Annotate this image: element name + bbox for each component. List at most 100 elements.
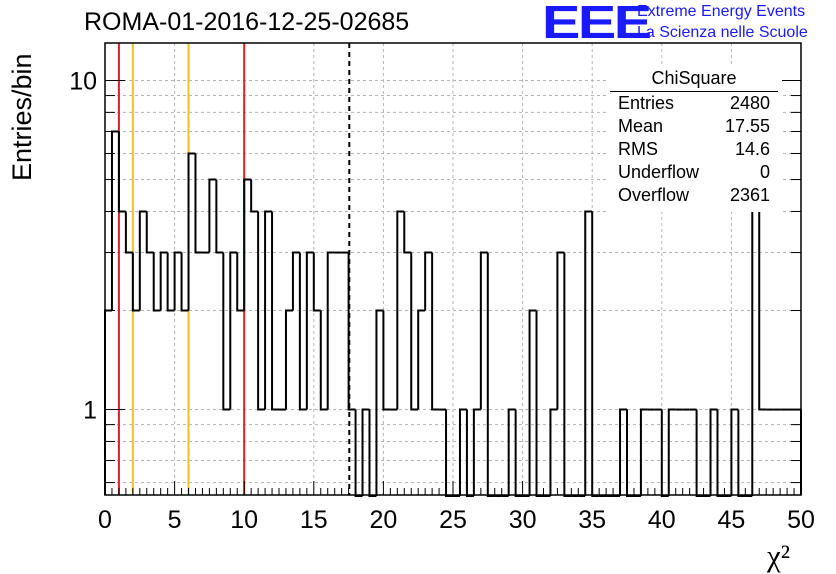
- stats-value: 2361: [729, 185, 770, 205]
- histogram-bin: [465, 409, 474, 497]
- stats-value: 14.6: [734, 139, 770, 159]
- x-tick-label: 45: [717, 506, 745, 534]
- histogram-bin: [215, 179, 224, 254]
- histogram-bin: [417, 309, 426, 410]
- histogram-bin: [208, 178, 217, 253]
- histogram-bin: [152, 252, 161, 312]
- histogram-bin: [368, 409, 377, 497]
- histogram-bin: [639, 408, 648, 496]
- x-tick-label: 25: [439, 506, 467, 534]
- histogram-bin: [131, 252, 140, 312]
- stats-title: ChiSquare: [651, 68, 737, 88]
- histogram-bin: [271, 211, 279, 411]
- stats-label: Entries: [618, 93, 675, 113]
- histogram-bin: [138, 210, 147, 311]
- histogram-bin: [375, 309, 384, 496]
- x-tick-label: 40: [648, 506, 676, 534]
- stats-label: Underflow: [618, 162, 700, 182]
- x-tick-label: 10: [230, 506, 258, 534]
- histogram-bin: [124, 211, 133, 254]
- histogram-bin: [291, 251, 300, 311]
- histogram-bin: [361, 408, 370, 496]
- histogram-bin: [354, 409, 363, 497]
- histogram-bin: [507, 408, 516, 496]
- histogram-bin: [758, 131, 767, 411]
- histogram-bin: [403, 211, 412, 254]
- x-tick-label: 0: [98, 506, 112, 534]
- histogram-bin: [563, 252, 572, 497]
- histogram-bin: [222, 252, 231, 411]
- histogram-bin: [243, 178, 252, 311]
- stats-row-rms: RMS 14.6: [618, 139, 770, 162]
- histogram-bin: [166, 252, 175, 312]
- histogram-bin: [117, 131, 126, 213]
- histogram-bin: [159, 251, 168, 311]
- histogram-bin: [626, 409, 634, 497]
- histogram-bars: [104, 130, 802, 497]
- histogram-bin: [591, 211, 600, 497]
- histogram-bin: [528, 309, 537, 496]
- histogram-bin: [424, 251, 433, 311]
- stats-value: 0: [759, 162, 770, 182]
- histogram-bin: [298, 252, 307, 411]
- histogram-bin: [305, 251, 314, 410]
- stats-row-overflow: Overflow 2361: [618, 185, 770, 208]
- histogram-bin: [187, 152, 196, 311]
- histogram-bin: [229, 251, 238, 410]
- stats-value: 17.55: [724, 116, 770, 136]
- x-tick-label: 35: [578, 506, 606, 534]
- histogram-bin: [486, 252, 495, 497]
- y-tick-label: 1: [83, 397, 97, 425]
- stats-label: Overflow: [618, 185, 690, 205]
- histogram-bin: [264, 210, 273, 410]
- histogram-bin: [716, 409, 725, 497]
- stats-row-underflow: Underflow 0: [618, 162, 770, 185]
- x-tick-label: 30: [509, 506, 537, 534]
- y-tick-label: 10: [69, 67, 97, 95]
- histogram-bin: [284, 309, 293, 410]
- chart-title: ROMA-01-2016-12-25-02685: [84, 8, 410, 36]
- histogram-bin: [396, 210, 405, 410]
- histogram-bin: [312, 252, 321, 312]
- stats-label: RMS: [618, 139, 658, 159]
- stats-row-entries: Entries 2480: [618, 93, 770, 116]
- stats-title-rule: [610, 91, 778, 92]
- histogram-bin: [535, 310, 544, 497]
- histogram-bin: [549, 408, 558, 496]
- histogram-bin: [479, 251, 488, 410]
- histogram-bin: [110, 130, 119, 311]
- histogram-bin: [382, 310, 391, 411]
- histogram-bin: [514, 409, 523, 497]
- stats-label: Mean: [618, 116, 664, 136]
- x-tick-label: 15: [300, 506, 328, 534]
- histogram-bin: [180, 252, 189, 312]
- histogram-bin: [695, 409, 704, 497]
- brand-line-1: Extreme Energy Events: [637, 3, 806, 20]
- stats-row-mean: Mean 17.55: [618, 116, 770, 139]
- stats-box: ChiSquare Entries 2480 Mean 17.55 RMS 14…: [606, 64, 782, 212]
- histogram-bin: [737, 409, 746, 497]
- x-axis-label: χ²: [767, 538, 791, 573]
- histogram-bin: [730, 408, 739, 496]
- histogram-bin: [660, 409, 669, 497]
- x-tick-label: 20: [369, 506, 397, 534]
- histogram-bin: [319, 310, 328, 411]
- histogram-bin: [619, 408, 627, 496]
- x-tick-label: 5: [168, 506, 182, 534]
- histogram-bin: [410, 252, 419, 411]
- histogram-bin: [472, 408, 481, 496]
- histogram-bin: [431, 252, 440, 411]
- histogram-bin: [709, 408, 718, 496]
- histogram-bin: [584, 210, 593, 496]
- histogram-bin: [556, 251, 565, 410]
- stats-value: 2480: [729, 93, 770, 113]
- histogram-bin: [250, 179, 259, 213]
- x-tick-label: 50: [787, 506, 815, 534]
- histogram-bin: [194, 153, 203, 254]
- histogram-bin: [347, 252, 356, 411]
- histogram-bin: [458, 408, 467, 496]
- histogram-bin: [145, 211, 154, 254]
- histogram-bin: [173, 251, 182, 311]
- histogram-bin: [257, 211, 266, 411]
